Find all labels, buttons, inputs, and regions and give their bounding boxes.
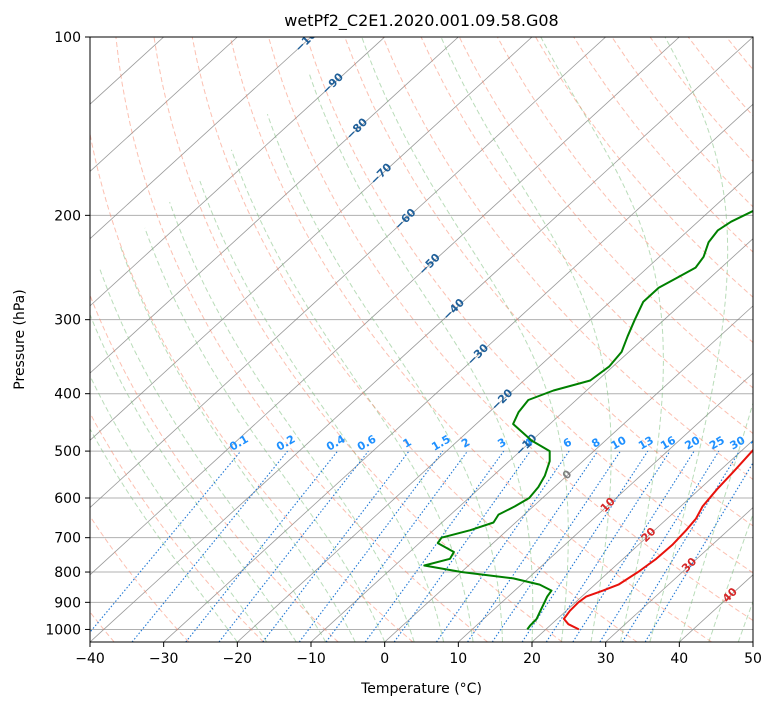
isotherm-line: [90, 37, 459, 374]
dry-adiabats: [90, 37, 753, 642]
isotherm-line: [90, 37, 753, 642]
isotherm-line: [90, 37, 312, 240]
y-tick-label: 500: [54, 444, 81, 460]
isotherm-line: [90, 37, 680, 576]
moist-adiabat-line: [678, 401, 753, 642]
x-tick-label: −20: [223, 651, 253, 667]
y-tick-label: 800: [54, 565, 81, 581]
x-axis-title: Temperature (°C): [360, 681, 482, 697]
dry-adiabat-line: [344, 37, 753, 527]
mixing-ratio-line: [521, 450, 649, 642]
x-tick-label: −30: [149, 651, 179, 667]
x-tick-label: 30: [597, 651, 615, 667]
isotherm-line: [163, 103, 753, 642]
dry-adiabat-line: [268, 37, 753, 622]
x-tick-label: 20: [523, 651, 541, 667]
moist-adiabat-line: [440, 37, 612, 642]
moist-adiabat-line: [308, 72, 534, 642]
dry-adiabat-line: [229, 37, 712, 642]
dry-adiabat-line: [382, 37, 753, 481]
moist-adiabats: [90, 37, 753, 642]
mixing-ratio-line: [90, 450, 242, 634]
moist-adiabat-line: [119, 245, 356, 642]
axis-ticks: −40 −30 −20 −10 0 10 20 30 40 50 100 200 300 400 500 60…: [45, 30, 762, 667]
dry-adiabat-line: [115, 37, 488, 642]
y-tick-label: 900: [54, 595, 81, 611]
temperature-profile-line: [562, 448, 753, 631]
isotherm-line: [90, 37, 238, 172]
moist-adiabat-line: [361, 37, 569, 642]
moist-adiabat-line: [144, 227, 386, 642]
y-tick-label: 400: [54, 387, 81, 403]
mixing-ratio-line: [262, 450, 410, 642]
dewpoint-profile-line: [423, 209, 753, 630]
y-tick-label: 600: [54, 491, 81, 507]
mixing-ratio-line: [364, 450, 505, 642]
isotherm-line: [605, 507, 753, 642]
moist-adiabat-line: [90, 427, 238, 642]
y-axis-title: Pressure (hPa): [12, 289, 28, 389]
mixing-ratio-line: [599, 450, 720, 642]
isotherm-line: [90, 37, 533, 441]
mixing-ratio-line: [545, 450, 671, 642]
dry-adiabat-line: [90, 131, 414, 642]
isotherm-line: [384, 305, 753, 642]
dry-adiabat-line: [535, 37, 753, 298]
y-tick-label: 700: [54, 531, 81, 547]
mixing-ratio-line: [131, 450, 289, 642]
isotherm-line: [90, 37, 606, 509]
dry-adiabat-line: [191, 37, 638, 642]
isotherm-line: [90, 37, 385, 307]
mixing-ratio-line: [435, 450, 570, 642]
mixing-ratio-line: [644, 461, 753, 642]
x-tick-label: 0: [380, 651, 389, 667]
chart-title: wetPf2_C2E1.2020.001.09.58.G08: [284, 11, 558, 31]
y-tick-label: 200: [54, 208, 81, 224]
x-tick-label: 50: [744, 651, 762, 667]
moist-adiabat-line: [540, 37, 664, 642]
mixing-ratio-label: 36: [748, 433, 768, 452]
mixing-ratio-line: [298, 450, 444, 642]
mixing-ratio-lines: [90, 450, 753, 642]
mixing-ratio-line: [325, 450, 468, 642]
moist-adiabat-line: [266, 114, 503, 642]
moist-adiabat-line: [169, 201, 415, 642]
plot-frame: [89, 36, 754, 643]
mixing-ratio-line: [467, 450, 599, 642]
dry-adiabat-line: [90, 412, 264, 642]
dry-adiabat-line: [306, 37, 753, 574]
profiles: [423, 209, 753, 631]
y-tick-label: 300: [54, 313, 81, 329]
dry-adiabat-line: [420, 37, 753, 435]
moist-adiabat-line: [649, 37, 729, 642]
moist-adiabat-line: [90, 313, 297, 642]
x-tick-label: −10: [296, 651, 326, 667]
mixing-ratio-line: [572, 450, 695, 642]
skewed-isotherms: [90, 37, 753, 642]
mixing-ratio-line: [393, 450, 531, 642]
moist-adiabat-line: [90, 374, 268, 642]
dry-adiabat-line: [153, 37, 563, 642]
dry-adiabat-line: [496, 37, 753, 344]
x-tick-label: 10: [449, 651, 467, 667]
moist-adiabat-line: [98, 267, 327, 642]
y-tick-label: 100: [54, 30, 81, 46]
x-tick-label: 40: [670, 651, 688, 667]
mixing-ratio-line: [185, 450, 339, 642]
isotherm-line: [458, 372, 753, 642]
x-tick-label: −40: [75, 651, 105, 667]
y-tick-label: 1000: [45, 622, 81, 638]
moist-adiabat-line: [230, 149, 474, 642]
isotherm-line: [237, 170, 753, 642]
mixing-ratio-line: [621, 450, 740, 642]
isotherm-line: [531, 439, 753, 642]
pressure-gridlines: [90, 37, 753, 630]
